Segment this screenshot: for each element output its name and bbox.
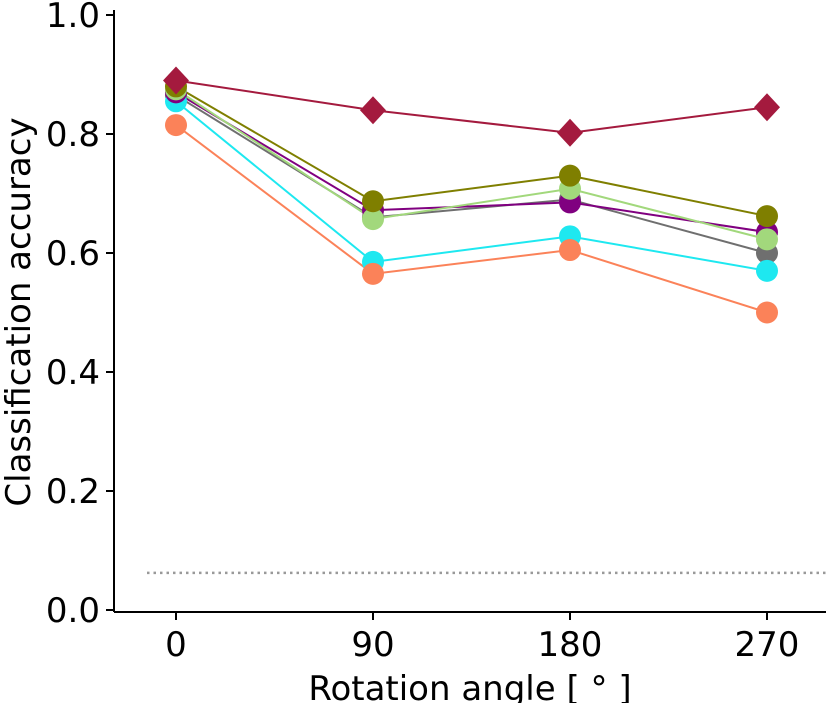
x-tick-label: 90 (351, 625, 394, 665)
y-tick-label: 0.6 (46, 234, 100, 274)
x-tick-label: 270 (735, 625, 800, 665)
y-axis-label: Classification accuracy (0, 117, 39, 506)
series-cyan-marker (756, 259, 778, 282)
series-lightgreen-marker (362, 208, 384, 231)
series-crimson-marker (360, 96, 386, 125)
series-orange-line (175, 124, 768, 314)
series-crimson-marker (163, 66, 189, 95)
series-crimson-line (175, 79, 768, 134)
series-lightgreen-line (175, 88, 768, 241)
series-orange-marker (362, 262, 384, 285)
x-tick-label: 180 (538, 625, 603, 665)
series-gray-line (175, 94, 768, 254)
y-tick-label: 0.8 (46, 115, 100, 155)
series-lightgreen-marker (756, 228, 778, 251)
series-purple-line (175, 91, 768, 234)
series-crimson-marker (557, 118, 583, 147)
series-orange-marker (756, 301, 778, 324)
x-axis-label: Rotation angle [ ° ] (308, 669, 631, 703)
series-olive-marker (756, 205, 778, 228)
series-cyan-line (175, 100, 768, 272)
axes (113, 10, 826, 613)
y-tick-label: 0.2 (46, 472, 100, 512)
series-orange-marker (165, 114, 187, 137)
y-tick-label: 0.4 (46, 353, 100, 393)
series-olive-marker (362, 190, 384, 213)
y-tick-label: 1.0 (46, 0, 100, 36)
y-tick-label: 0.0 (46, 591, 100, 631)
series-olive-marker (559, 164, 581, 187)
x-tick-label: 0 (165, 625, 187, 665)
series-crimson-marker (754, 93, 780, 122)
series-orange-marker (559, 239, 581, 262)
series-olive-line (175, 85, 768, 218)
